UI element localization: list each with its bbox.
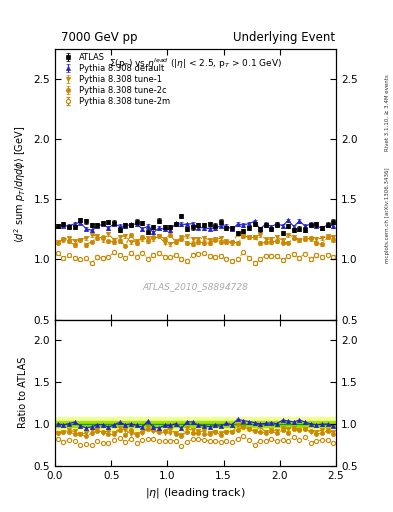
Text: mcplots.cern.ch [arXiv:1306.3436]: mcplots.cern.ch [arXiv:1306.3436] <box>385 167 389 263</box>
Bar <box>55 417 336 431</box>
Legend: ATLAS, Pythia 8.308 default, Pythia 8.308 tune-1, Pythia 8.308 tune-2c, Pythia 8: ATLAS, Pythia 8.308 default, Pythia 8.30… <box>57 51 172 108</box>
Y-axis label: $\langle d^2$ sum $p_T/d\eta d\phi\rangle$ [GeV]: $\langle d^2$ sum $p_T/d\eta d\phi\rangl… <box>12 125 28 243</box>
X-axis label: |$\eta$| (leading track): |$\eta$| (leading track) <box>145 486 246 500</box>
Text: Underlying Event: Underlying Event <box>233 31 335 44</box>
Y-axis label: Ratio to ATLAS: Ratio to ATLAS <box>18 357 28 429</box>
Text: Rivet 3.1.10, ≥ 3.4M events: Rivet 3.1.10, ≥ 3.4M events <box>385 74 389 151</box>
Text: ATLAS_2010_S8894728: ATLAS_2010_S8894728 <box>143 283 248 291</box>
Bar <box>55 421 336 428</box>
Text: Σ(p$_T$) vs $\eta^{lead}$ (|$\eta$| < 2.5, p$_T$ > 0.1 GeV): Σ(p$_T$) vs $\eta^{lead}$ (|$\eta$| < 2.… <box>109 57 282 71</box>
Text: 7000 GeV pp: 7000 GeV pp <box>61 31 138 44</box>
